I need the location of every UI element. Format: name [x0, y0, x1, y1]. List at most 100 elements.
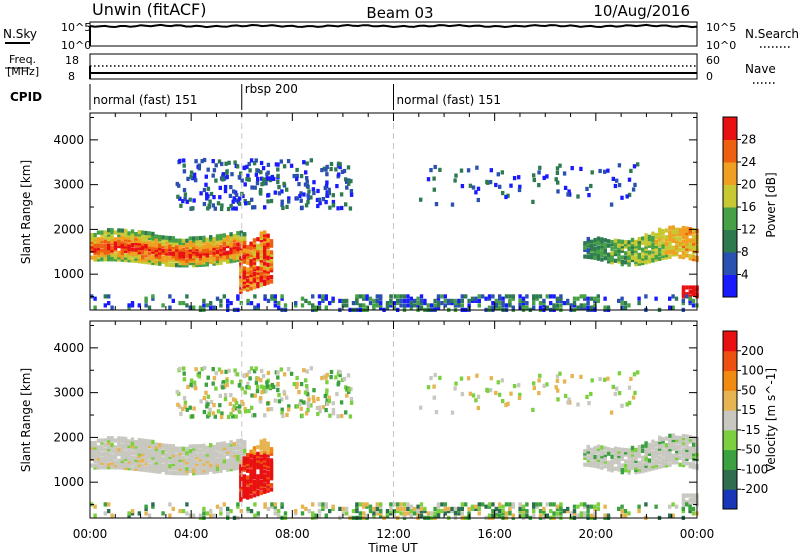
power-cell [617, 248, 621, 253]
power-cell [603, 296, 607, 301]
power-cell [134, 249, 138, 255]
velocity-cell [525, 513, 529, 518]
power-cell [603, 249, 607, 254]
power-cell [254, 158, 258, 163]
velocity-cell [355, 509, 359, 514]
power-cell [617, 241, 621, 246]
power-cell [306, 195, 311, 200]
velocity-cell [266, 486, 270, 491]
velocity-cell [168, 502, 172, 507]
power-cell [345, 303, 349, 308]
velocity-cell [93, 504, 97, 509]
power-cell [368, 301, 373, 306]
velocity-cell [637, 449, 641, 454]
power-cell [171, 245, 175, 250]
velocity-cell [498, 504, 502, 509]
power-cell [590, 248, 594, 253]
velocity-cell [644, 450, 648, 455]
velocity-cell [110, 460, 114, 465]
velocity-cell [549, 509, 553, 514]
velocity-cell [222, 450, 226, 455]
power-cell [305, 161, 309, 166]
power-cell [110, 237, 114, 242]
power-cell [175, 254, 179, 259]
velocity-cell [613, 453, 618, 458]
velocity-cell [93, 456, 97, 461]
velocity-cell [256, 460, 260, 465]
velocity-cell [178, 451, 182, 456]
velocity-cell [107, 447, 111, 452]
colorbar-tick-label: 24 [741, 155, 756, 169]
velocity-cell [324, 502, 328, 507]
power-cell [365, 305, 369, 310]
power-cell [209, 259, 213, 264]
power-cell [192, 305, 196, 310]
velocity-cell [607, 447, 611, 452]
power-cell [239, 271, 243, 277]
power-cell [225, 175, 229, 180]
velocity-cell [181, 464, 186, 469]
velocity-cell [107, 436, 111, 441]
velocity-cell [249, 463, 253, 468]
power-cell [182, 188, 187, 193]
power-cell [607, 259, 611, 264]
power-cell [651, 238, 655, 243]
power-cell [120, 250, 124, 256]
power-cell [506, 193, 510, 198]
power-cell [130, 258, 135, 263]
power-cell [185, 261, 189, 266]
power-cell [90, 233, 94, 238]
power-cell [205, 246, 209, 251]
power-cell [324, 200, 328, 205]
velocity-cell [239, 482, 243, 487]
velocity-cell [242, 492, 246, 497]
velocity-cell [681, 451, 686, 456]
velocity-cell [664, 443, 669, 448]
power-cell [175, 251, 179, 257]
power-cell [596, 238, 601, 243]
power-cell [107, 228, 111, 233]
velocity-cell [212, 462, 216, 467]
power-cell [137, 245, 141, 250]
velocity-cell [345, 506, 349, 511]
colorbar-swatch [723, 469, 737, 490]
velocity-cell [260, 390, 264, 395]
power-cell [161, 250, 165, 256]
power-cell [230, 172, 234, 177]
power-cell [96, 248, 101, 253]
power-cell [164, 246, 169, 252]
velocity-cell [416, 509, 420, 514]
velocity-cell [617, 458, 621, 463]
power-cell [250, 185, 254, 190]
velocity-cell [151, 502, 155, 507]
velocity-cell [593, 511, 597, 516]
x-tick-label: 00:00 [73, 527, 108, 541]
velocity-cell [681, 460, 686, 465]
velocity-cell [110, 436, 114, 441]
power-cell [181, 261, 186, 266]
velocity-cell [117, 447, 121, 452]
power-cell [211, 159, 215, 164]
power-cell [692, 248, 696, 253]
velocity-cell [231, 414, 235, 419]
power-cell [93, 305, 97, 310]
power-cell [256, 270, 260, 275]
power-cell [517, 187, 522, 193]
velocity-cell [259, 399, 263, 404]
power-cell [144, 246, 148, 251]
power-cell [195, 247, 199, 252]
power-cell [596, 236, 601, 241]
colorbar-swatch [723, 429, 737, 451]
power-cell [617, 163, 622, 168]
power-cell [117, 239, 121, 244]
power-cell [219, 206, 224, 212]
velocity-cell [175, 453, 179, 458]
power-cell [209, 239, 213, 244]
velocity-cell [215, 466, 220, 472]
velocity-cell [685, 445, 689, 450]
velocity-cell [311, 513, 315, 518]
power-cell [688, 240, 692, 245]
velocity-cell [168, 450, 172, 455]
velocity-cell [223, 397, 228, 402]
power-cell [607, 239, 611, 244]
